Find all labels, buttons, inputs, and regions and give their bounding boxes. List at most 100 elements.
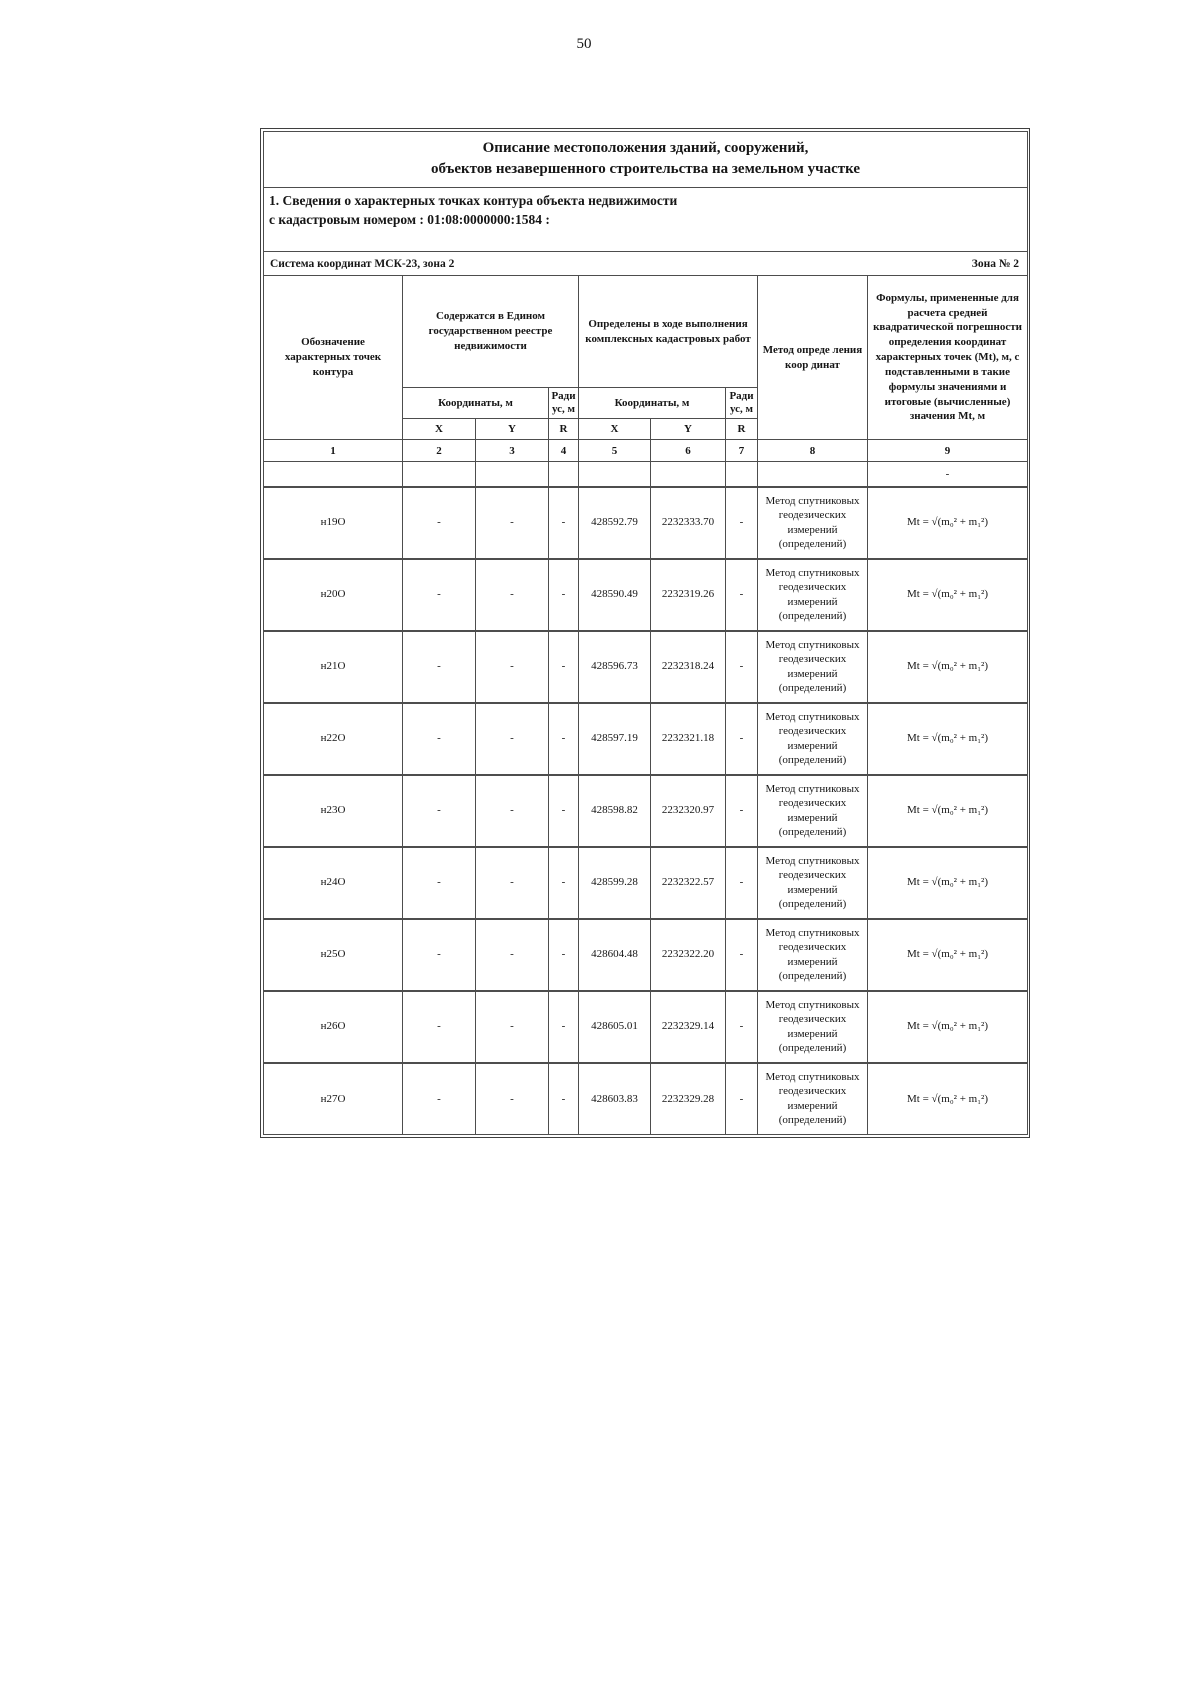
- cell-formula: Mt = √(m₀² + m₁²): [866, 701, 1029, 775]
- cell-x-egrn: -: [402, 773, 476, 847]
- table-row: н25О - - - 428604.48 2232322.20 - Метод …: [263, 917, 1029, 991]
- cell-y-survey: 2232322.20: [650, 917, 726, 991]
- point-label: н20О: [263, 557, 403, 631]
- header-group-survey: Определены в ходе выполнения комплексных…: [578, 275, 758, 388]
- cell-y-egrn: -: [475, 773, 549, 847]
- cell-x-survey: 428603.83: [578, 1061, 651, 1135]
- point-label: н24О: [263, 845, 403, 919]
- cell-r-egrn: -: [548, 629, 579, 703]
- header-y-egrn: Y: [475, 418, 549, 440]
- cell-method: Метод спутниковых геодезических измерени…: [757, 701, 868, 775]
- col-number: 9: [866, 439, 1029, 462]
- cell-x-egrn: -: [402, 701, 476, 775]
- document-frame: Описание местоположения зданий, сооружен…: [260, 128, 1030, 1138]
- cell-method: Метод спутниковых геодезических измерени…: [757, 773, 868, 847]
- cell-method: Метод спутниковых геодезических измерени…: [757, 629, 868, 703]
- table-row: н27О - - - 428603.83 2232329.28 - Метод …: [263, 1061, 1029, 1135]
- cell-y-survey: 2232333.70: [650, 485, 726, 559]
- coordinate-system-label: Система координат МСК-23, зона 2: [270, 257, 455, 270]
- table-row: н20О - - - 428590.49 2232319.26 - Метод …: [263, 557, 1029, 631]
- cell-y-egrn: -: [475, 485, 549, 559]
- cell-y-egrn: -: [475, 701, 549, 775]
- cell-x-egrn: -: [402, 1061, 476, 1135]
- cell-x-survey: 428599.28: [578, 845, 651, 919]
- header-r-survey: R: [725, 418, 758, 440]
- cell-method: Метод спутниковых геодезических измерени…: [757, 557, 868, 631]
- section-line-1: 1. Сведения о характерных точках контура…: [269, 193, 678, 208]
- cell-r-survey: -: [725, 701, 758, 775]
- cell-formula: Mt = √(m₀² + m₁²): [866, 845, 1029, 919]
- cell-r-egrn: -: [548, 989, 579, 1063]
- header-x-survey: X: [578, 418, 651, 440]
- point-label: н19О: [263, 485, 403, 559]
- cell-method: Метод спутниковых геодезических измерени…: [757, 1061, 868, 1135]
- point-label: н27О: [263, 1061, 403, 1135]
- col-number: 1: [263, 439, 403, 462]
- header-group-egrn: Содержатся в Едином государственном реес…: [402, 275, 579, 388]
- header-coords-egrn: Координаты, м: [402, 387, 549, 419]
- col-number: 3: [475, 439, 549, 462]
- col-number: 6: [650, 439, 726, 462]
- cell-formula: Mt = √(m₀² + m₁²): [866, 1061, 1029, 1135]
- cell-y-survey: 2232320.97: [650, 773, 726, 847]
- cell-y-survey: 2232319.26: [650, 557, 726, 631]
- cell-y-egrn: -: [475, 629, 549, 703]
- coordinate-system-row: Система координат МСК-23, зона 2 Зона № …: [262, 251, 1029, 276]
- cell-y-egrn: -: [475, 1061, 549, 1135]
- point-label: н21О: [263, 629, 403, 703]
- col-number: 2: [402, 439, 476, 462]
- cell-y-survey: 2232329.14: [650, 989, 726, 1063]
- cell-r-survey: -: [725, 845, 758, 919]
- cell-y-survey: 2232322.57: [650, 845, 726, 919]
- cadastral-table: Описание местоположения зданий, сооружен…: [262, 131, 1029, 1135]
- cell-r-egrn: -: [548, 845, 579, 919]
- table-row: н24О - - - 428599.28 2232322.57 - Метод …: [263, 845, 1029, 919]
- cell-method: Метод спутниковых геодезических измерени…: [757, 485, 868, 559]
- header-row-coords: Координаты, м Ради ус, м Координаты, м Р…: [264, 387, 1028, 419]
- title-line-1: Описание местоположения зданий, сооружен…: [482, 140, 809, 157]
- cell-r-egrn: -: [548, 1061, 579, 1135]
- section-heading: 1. Сведения о характерных точках контура…: [262, 187, 1029, 252]
- cell-x-survey: 428590.49: [578, 557, 651, 631]
- document-title: Описание местоположения зданий, сооружен…: [262, 131, 1029, 188]
- cell-x-survey: 428605.01: [578, 989, 651, 1063]
- cell-formula: Mt = √(m₀² + m₁²): [866, 485, 1029, 559]
- column-numbers-row: 1 2 3 4 5 6 7 8 9: [263, 439, 1029, 462]
- table-row: н22О - - - 428597.19 2232321.18 - Метод …: [263, 701, 1029, 775]
- table-row: н21О - - - 428596.73 2232318.24 - Метод …: [263, 629, 1029, 703]
- cell-r-survey: -: [725, 917, 758, 991]
- cell-x-survey: 428596.73: [578, 629, 651, 703]
- point-label: н22О: [263, 701, 403, 775]
- header-method: Метод опреде ления коор динат: [757, 275, 868, 440]
- col-number: 7: [725, 439, 758, 462]
- cell-r-egrn: -: [548, 917, 579, 991]
- cell-r-egrn: -: [548, 557, 579, 631]
- cell-y-egrn: -: [475, 845, 549, 919]
- cell-y-egrn: -: [475, 917, 549, 991]
- table-row: н26О - - - 428605.01 2232329.14 - Метод …: [263, 989, 1029, 1063]
- cell-x-survey: 428597.19: [578, 701, 651, 775]
- cell-x-egrn: -: [402, 557, 476, 631]
- cell-x-survey: 428598.82: [578, 773, 651, 847]
- page-number: 50: [576, 36, 592, 52]
- header-x-egrn: X: [402, 418, 476, 440]
- col-number: 5: [578, 439, 651, 462]
- cell-y-survey: 2232321.18: [650, 701, 726, 775]
- header-row-groups: Обозначение характерных точек контура Со…: [263, 275, 1029, 440]
- cell-r-survey: -: [725, 989, 758, 1063]
- dash-formula-cell: -: [866, 461, 1029, 487]
- cell-r-egrn: -: [548, 773, 579, 847]
- title-row: Описание местоположения зданий, сооружен…: [262, 131, 1029, 188]
- cell-x-egrn: -: [402, 845, 476, 919]
- section-line-2: с кадастровым номером : 01:08:0000000:15…: [269, 211, 550, 227]
- cell-x-egrn: -: [402, 917, 476, 991]
- cell-y-egrn: -: [475, 557, 549, 631]
- col-number: 4: [548, 439, 579, 462]
- cell-method: Метод спутниковых геодезических измерени…: [757, 845, 868, 919]
- cell-formula: Mt = √(m₀² + m₁²): [866, 773, 1029, 847]
- zone-label: Зона № 2: [971, 257, 1020, 270]
- cell-x-egrn: -: [402, 629, 476, 703]
- cell-x-survey: 428604.48: [578, 917, 651, 991]
- cell-r-survey: -: [725, 629, 758, 703]
